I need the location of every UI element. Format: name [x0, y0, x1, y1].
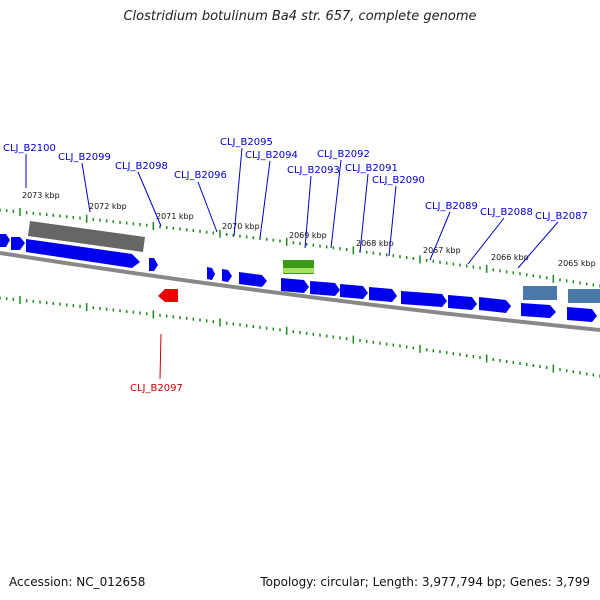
gene-arrow[interactable] — [401, 291, 447, 307]
gene-arrow[interactable] — [239, 272, 267, 287]
gene-label[interactable]: CLJ_B2087 — [535, 211, 588, 222]
gene-arrow[interactable] — [448, 295, 477, 310]
gene-label[interactable]: CLJ_B2092 — [317, 149, 370, 160]
gene-label[interactable]: CLJ_B2088 — [480, 207, 533, 218]
label-leader-reverse — [159, 333, 162, 380]
scale-label: 2071 kbp — [156, 212, 194, 221]
scale-label: 2068 kbp — [356, 239, 394, 248]
gene-label[interactable]: CLJ_B2098 — [115, 161, 168, 172]
lower-scale-ruler — [0, 296, 600, 378]
gene-arrow[interactable] — [222, 269, 232, 282]
gene-arrow[interactable] — [340, 284, 368, 299]
gene-arrow[interactable] — [149, 258, 158, 271]
gene-label[interactable]: CLJ_B2089 — [425, 201, 478, 212]
scale-label: 2073 kbp — [22, 191, 60, 200]
repeat-region[interactable] — [568, 289, 600, 303]
accession-text: Accession: NC_012658 — [9, 575, 146, 589]
gene-arrow[interactable] — [11, 237, 25, 250]
gene-label[interactable]: CLJ_B2096 — [174, 170, 227, 181]
gene-label[interactable]: CLJ_B2093 — [287, 165, 340, 176]
gene-label[interactable]: CLJ_B2091 — [345, 163, 398, 174]
gene-arrow[interactable] — [26, 239, 140, 268]
scale-label: 2069 kbp — [289, 231, 327, 240]
gene-arrow[interactable] — [207, 267, 215, 280]
scale-label: 2066 kbp — [491, 253, 529, 262]
gene-arrow[interactable] — [310, 281, 340, 296]
upper-scale-ruler — [0, 207, 600, 288]
gene-label[interactable]: CLJ_B2099 — [58, 152, 111, 163]
gene-label[interactable]: CLJ_B2095 — [220, 137, 273, 148]
gene-label[interactable]: CLJ_B2100 — [3, 143, 56, 154]
gene-arrow[interactable] — [0, 234, 10, 247]
gene-label-reverse[interactable]: CLJ_B2097 — [130, 383, 183, 394]
genome-backbone — [0, 251, 600, 332]
forward-genes — [0, 234, 597, 322]
rna-gene-highlight — [283, 268, 314, 273]
scale-label: 2065 kbp — [558, 259, 596, 268]
label-leaders — [25, 147, 559, 269]
gene-arrow[interactable] — [567, 307, 597, 322]
genome-title: Clostridium botulinum Ba4 str. 657, comp… — [123, 9, 477, 24]
scale-label: 2072 kbp — [89, 202, 127, 211]
gene-arrow[interactable] — [369, 287, 397, 302]
gene-arrow-reverse[interactable] — [158, 289, 178, 302]
scale-label: 2067 kbp — [423, 246, 461, 255]
pseudogene-block[interactable] — [28, 221, 145, 252]
gene-arrow[interactable] — [281, 278, 309, 293]
scale-label: 2070 kbp — [222, 222, 260, 231]
gene-arrow[interactable] — [521, 303, 556, 318]
genome-summary-text: Topology: circular; Length: 3,977,794 bp… — [260, 575, 590, 589]
gene-label[interactable]: CLJ_B2094 — [245, 150, 298, 161]
repeat-region[interactable] — [523, 286, 557, 300]
gene-label[interactable]: CLJ_B2090 — [372, 175, 425, 186]
gene-arrow[interactable] — [479, 297, 511, 313]
